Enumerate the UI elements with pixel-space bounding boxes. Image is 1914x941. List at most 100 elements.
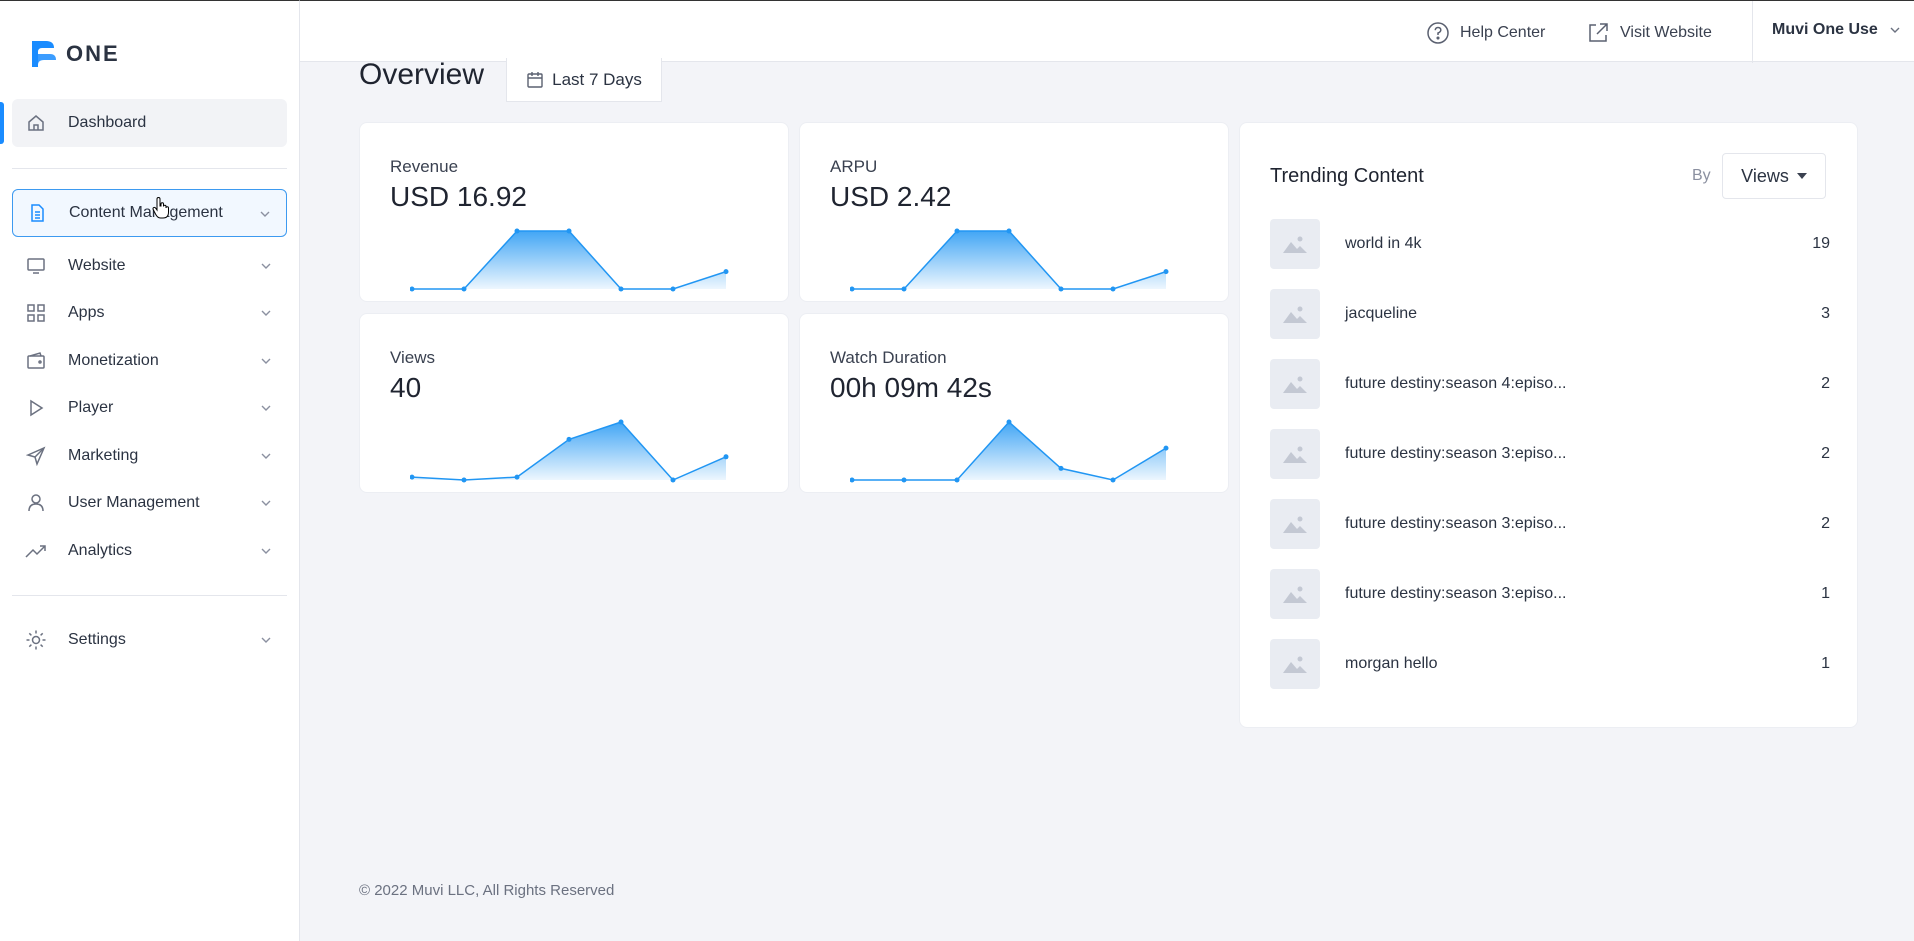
document-icon <box>25 201 49 225</box>
image-placeholder-icon <box>1270 359 1320 409</box>
date-range-button[interactable]: Last 7 Days <box>506 58 662 102</box>
help-center-link[interactable]: Help Center <box>1426 21 1545 45</box>
sidebar-item-label: Website <box>68 257 126 274</box>
sparkline-point <box>461 477 467 483</box>
chevron-down-icon <box>1890 27 1900 33</box>
sidebar-item-player[interactable]: Player <box>12 384 287 432</box>
trending-content-panel: Trending Content By Views world in 4k 19… <box>1239 122 1858 728</box>
sort-dropdown[interactable]: Views <box>1722 153 1826 199</box>
views-sparkline <box>410 419 729 483</box>
sparkline-point <box>566 228 572 234</box>
image-placeholder-icon <box>1270 569 1320 619</box>
sidebar-item-monetization[interactable]: Monetization <box>12 337 287 385</box>
sparkline-point <box>410 474 415 480</box>
sidebar-item-label: Analytics <box>68 542 133 559</box>
metric-value: 00h 09m 42s <box>830 372 992 403</box>
sort-label: By <box>1692 167 1711 184</box>
sidebar-item-label: Dashboard <box>68 114 147 131</box>
sidebar-item-website[interactable]: Website <box>12 242 287 290</box>
help-icon <box>1427 22 1449 44</box>
chevron-down-icon <box>260 211 270 217</box>
revenue-card: Revenue USD 16.92 <box>359 122 789 302</box>
watch-duration-card: Watch Duration 00h 09m 42s <box>799 313 1229 493</box>
arpu-sparkline <box>850 228 1169 292</box>
sidebar-item-label: Apps <box>68 304 105 321</box>
content-count: 2 <box>1821 375 1830 392</box>
sidebar-item-content-management[interactable]: Content Management <box>12 189 287 237</box>
top-bar: Help Center Visit Website Muvi One Use <box>300 0 1914 63</box>
sidebar-item-marketing[interactable]: Marketing <box>12 432 287 480</box>
sparkline-point <box>901 477 907 483</box>
hand-cursor-icon <box>152 197 169 219</box>
chevron-down-icon <box>261 637 271 643</box>
sparkline-point <box>723 269 729 275</box>
metric-value: USD 2.42 <box>830 181 952 212</box>
panel-title: Trending Content <box>1270 165 1424 187</box>
image-placeholder-icon <box>1270 639 1320 689</box>
sidebar-item-apps[interactable]: Apps <box>12 289 287 337</box>
sparkline-point <box>901 286 907 292</box>
sidebar-item-label: Settings <box>68 631 126 648</box>
sparkline-point <box>1058 286 1064 292</box>
grid-icon <box>24 301 48 325</box>
sidebar-item-analytics[interactable]: Analytics <box>12 527 287 575</box>
logo[interactable]: ONE <box>28 37 120 71</box>
list-item[interactable]: morgan hello 1 <box>1270 639 1830 689</box>
sidebar-item-label: Content Management <box>69 204 223 221</box>
sort-value: Views <box>1741 165 1789 186</box>
metric-label: Watch Duration <box>830 348 947 367</box>
sparkline-point <box>850 286 855 292</box>
metric-label: ARPU <box>830 157 878 176</box>
content-count: 19 <box>1812 235 1830 252</box>
sparkline-point <box>670 477 676 483</box>
list-item[interactable]: future destiny:season 3:episo... 1 <box>1270 569 1830 619</box>
list-item[interactable]: world in 4k 19 <box>1270 219 1830 269</box>
sparkline-point <box>954 228 960 234</box>
sparkline-point <box>1058 465 1064 471</box>
arpu-card: ARPU USD 2.42 <box>799 122 1229 302</box>
sparkline-point <box>618 286 624 292</box>
sparkline-point <box>1163 269 1169 275</box>
sidebar-item-label: Monetization <box>68 352 159 369</box>
list-item[interactable]: future destiny:season 3:episo... 2 <box>1270 429 1830 479</box>
content-title: future destiny:season 3:episo... <box>1345 445 1567 462</box>
list-item[interactable]: jacqueline 3 <box>1270 289 1830 339</box>
user-menu[interactable]: Muvi One Use <box>1772 21 1902 39</box>
sparkline-area <box>412 422 726 480</box>
chevron-down-icon <box>261 263 271 269</box>
revenue-sparkline <box>410 228 729 292</box>
metric-label: Revenue <box>390 157 459 176</box>
divider <box>1752 1 1753 63</box>
sparkline-point <box>1110 477 1116 483</box>
sidebar-item-dashboard[interactable]: Dashboard <box>12 99 287 147</box>
metric-value: USD 16.92 <box>390 181 527 212</box>
sparkline-point <box>1163 445 1169 451</box>
content-count: 2 <box>1821 515 1830 532</box>
sidebar-item-settings[interactable]: Settings <box>12 616 287 664</box>
content-title: morgan hello <box>1345 655 1438 672</box>
date-range-label: Last 7 Days <box>552 69 642 89</box>
sidebar-item-label: Marketing <box>68 447 139 464</box>
content-count: 1 <box>1821 655 1830 672</box>
sparkline-point <box>1110 286 1116 292</box>
list-item[interactable]: future destiny:season 4:episo... 2 <box>1270 359 1830 409</box>
home-icon <box>24 111 48 135</box>
gear-icon <box>24 628 48 652</box>
monitor-icon <box>24 254 48 278</box>
sidebar-item-user-management[interactable]: User Management <box>12 479 287 527</box>
chevron-down-icon <box>261 358 271 364</box>
visit-website-label: Visit Website <box>1620 24 1712 41</box>
sparkline-point <box>954 477 960 483</box>
sidebar: ONE Dashboard Content Management Website… <box>0 0 300 941</box>
chevron-down-icon <box>261 500 271 506</box>
chevron-down-icon <box>261 548 271 554</box>
sparkline-point <box>566 436 572 442</box>
list-item[interactable]: future destiny:season 3:episo... 2 <box>1270 499 1830 549</box>
calendar-icon <box>527 71 543 88</box>
sparkline-point <box>723 454 729 460</box>
sidebar-item-label: User Management <box>68 494 200 511</box>
visit-website-link[interactable]: Visit Website <box>1586 21 1712 45</box>
content-count: 2 <box>1821 445 1830 462</box>
content-title: future destiny:season 3:episo... <box>1345 515 1567 532</box>
image-placeholder-icon <box>1270 499 1320 549</box>
